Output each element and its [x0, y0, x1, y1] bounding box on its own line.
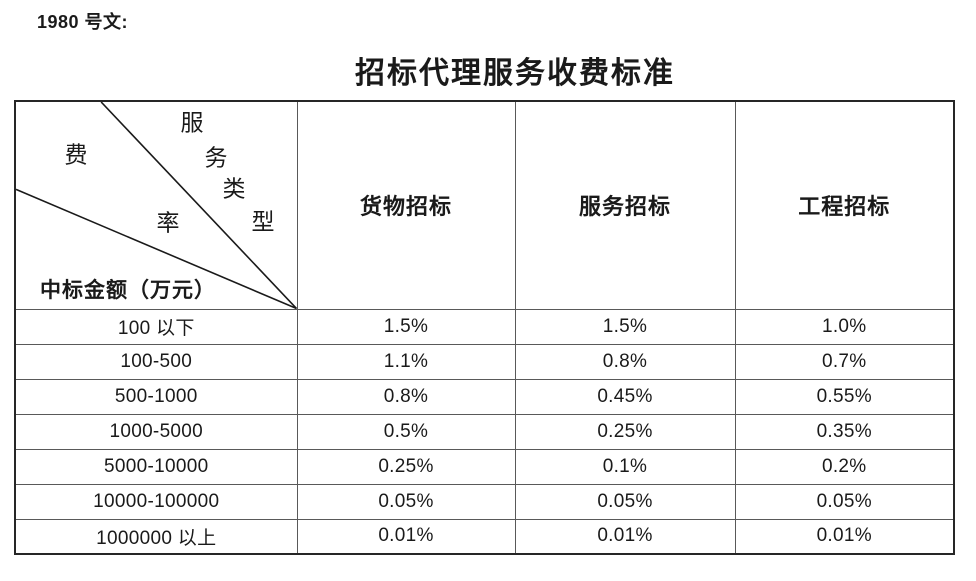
table-row: 5000-10000 0.25% 0.1% 0.2%	[14, 448, 955, 485]
amount-range-cell: 10000-100000	[14, 483, 298, 520]
corner-rate-char-2: 率	[156, 210, 180, 236]
amount-range-cell: 1000-5000	[14, 413, 298, 450]
corner-type-char-2: 务	[204, 145, 228, 171]
column-header-services: 服务招标	[514, 100, 736, 310]
column-header-goods: 货物招标	[296, 100, 516, 310]
table-row: 1000000 以上 0.01% 0.01% 0.01%	[14, 518, 955, 555]
diagonal-corner-inner: 服 务 类 型 费 率 中标金额（万元）	[16, 102, 297, 309]
corner-amount-label: 中标金额（万元）	[40, 278, 216, 302]
goods-rate-cell: 0.01%	[296, 518, 516, 555]
table-row: 10000-100000 0.05% 0.05% 0.05%	[14, 483, 955, 520]
corner-type-char-1: 服	[180, 110, 204, 136]
table-row: 1000-5000 0.5% 0.25% 0.35%	[14, 413, 955, 450]
amount-range-cell: 500-1000	[14, 378, 298, 415]
engineering-rate-cell: 0.7%	[734, 343, 955, 380]
engineering-rate-cell: 0.05%	[734, 483, 955, 520]
amount-range-cell: 1000000 以上	[14, 518, 298, 555]
services-rate-cell: 0.05%	[514, 483, 736, 520]
services-rate-cell: 1.5%	[514, 308, 736, 345]
amount-range-cell: 5000-10000	[14, 448, 298, 485]
amount-range-cell: 100 以下	[14, 308, 298, 345]
goods-rate-cell: 0.5%	[296, 413, 516, 450]
services-rate-cell: 0.25%	[514, 413, 736, 450]
goods-rate-cell: 1.5%	[296, 308, 516, 345]
table-row: 100 以下 1.5% 1.5% 1.0%	[14, 308, 955, 345]
services-rate-cell: 0.01%	[514, 518, 736, 555]
services-rate-cell: 0.8%	[514, 343, 736, 380]
engineering-rate-cell: 0.01%	[734, 518, 955, 555]
fee-standard-table: 服 务 类 型 费 率 中标金额（万元） 货物招标 服务招标 工程招标 100 …	[14, 100, 955, 555]
goods-rate-cell: 0.05%	[296, 483, 516, 520]
services-rate-cell: 0.1%	[514, 448, 736, 485]
engineering-rate-cell: 1.0%	[734, 308, 955, 345]
diagonal-corner-cell: 服 务 类 型 费 率 中标金额（万元）	[14, 100, 298, 310]
diagonal-divider-lines-icon	[16, 102, 297, 309]
services-rate-cell: 0.45%	[514, 378, 736, 415]
engineering-rate-cell: 0.35%	[734, 413, 955, 450]
engineering-rate-cell: 0.2%	[734, 448, 955, 485]
document-reference: 1980 号文:	[37, 12, 129, 32]
corner-type-char-3: 类	[222, 176, 246, 202]
table-row: 500-1000 0.8% 0.45% 0.55%	[14, 378, 955, 415]
corner-rate-char-1: 费	[64, 142, 88, 168]
goods-rate-cell: 1.1%	[296, 343, 516, 380]
table-row: 100-500 1.1% 0.8% 0.7%	[14, 343, 955, 380]
goods-rate-cell: 0.25%	[296, 448, 516, 485]
page-title: 招标代理服务收费标准	[355, 57, 675, 90]
corner-type-char-4: 型	[251, 209, 275, 235]
amount-range-cell: 100-500	[14, 343, 298, 380]
goods-rate-cell: 0.8%	[296, 378, 516, 415]
table-header-row: 服 务 类 型 费 率 中标金额（万元） 货物招标 服务招标 工程招标	[14, 100, 955, 310]
column-header-engineering: 工程招标	[734, 100, 955, 310]
engineering-rate-cell: 0.55%	[734, 378, 955, 415]
